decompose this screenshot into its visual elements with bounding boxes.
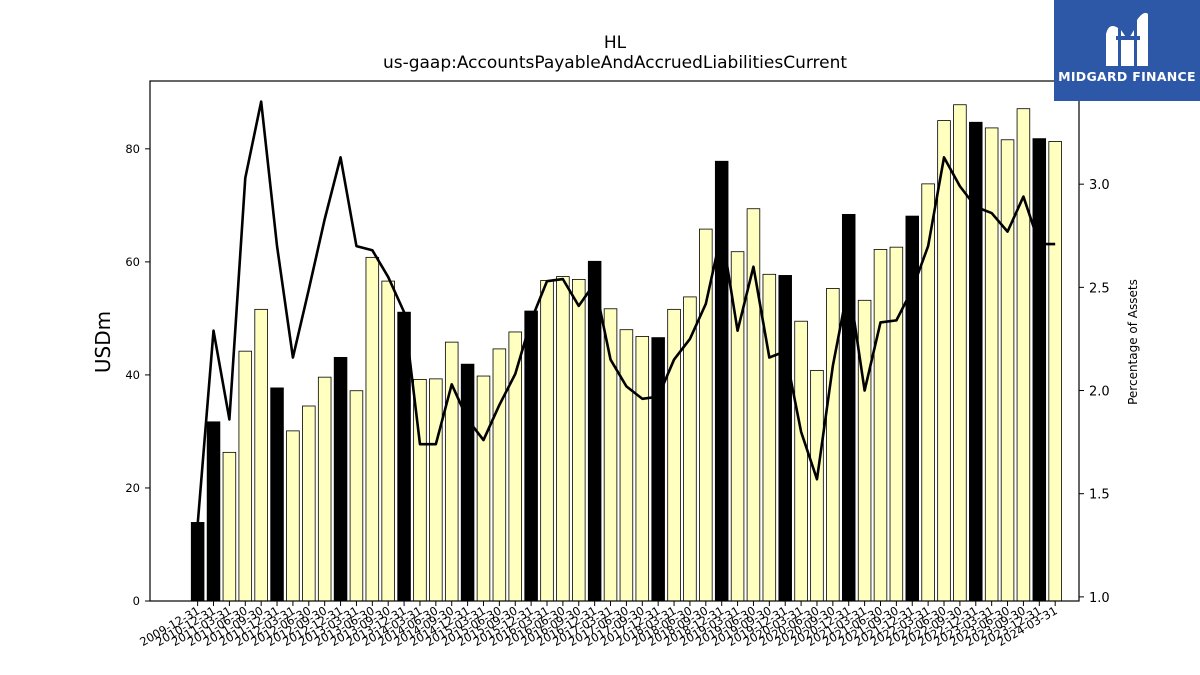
y2-tick-label: 1.0: [1089, 591, 1110, 606]
bar-2022-12-31: [969, 121, 983, 602]
bar-2011-03-31: [222, 451, 237, 602]
y-tick-label: 0: [133, 594, 140, 608]
bar-2016-03-31: [540, 280, 554, 602]
y-tick-label: 40: [125, 368, 140, 382]
bar-2016-06-30: [556, 276, 570, 602]
bar-2012-09-30: [317, 376, 332, 602]
bar-2023-09-30: [1016, 108, 1031, 602]
bar-2016-12-31: [587, 260, 602, 602]
bar-2014-09-30: [444, 341, 459, 602]
bar-2018-06-30: [683, 296, 697, 602]
bar-2023-06-30: [1000, 139, 1015, 602]
bar-2019-09-30: [762, 273, 777, 602]
bar-2013-06-30: [365, 256, 380, 602]
bar-2020-03-31: [794, 320, 808, 602]
bar-2021-03-31: [857, 299, 872, 602]
logo-text: MIDGARD FINANCE: [1058, 69, 1196, 84]
bar-2017-06-30: [619, 329, 634, 602]
chart-subtitle: us-gaap:AccountsPayableAndAccruedLiabili…: [382, 53, 848, 73]
bar-2010-12-31: [206, 421, 221, 602]
bar-2013-03-31: [349, 390, 364, 602]
bar-2018-12-31: [714, 160, 729, 602]
midgard-finance-logo: MIDGARD FINANCE: [1054, 0, 1200, 101]
bar-2009-12-31: [190, 522, 205, 602]
bar-2014-12-31: [460, 363, 475, 602]
bar-2017-03-31: [603, 308, 618, 602]
bar-2015-03-31: [476, 375, 491, 602]
bar-2017-12-31: [651, 337, 665, 602]
bar-2015-06-30: [492, 348, 507, 602]
chart-title: HL: [603, 33, 627, 53]
y-tick-label: 60: [125, 255, 140, 269]
bar-2013-09-30: [381, 280, 395, 602]
bar-2011-06-30: [238, 350, 253, 602]
y-axis-label: USDm: [91, 311, 115, 373]
bar-2012-12-31: [333, 356, 348, 602]
bar-2012-03-31: [286, 430, 300, 602]
y2-tick-label: 2.5: [1089, 281, 1110, 296]
bar-2011-12-31: [270, 387, 284, 602]
bar-2019-12-31: [778, 275, 792, 602]
bar-2011-09-30: [254, 308, 268, 602]
y2-tick-label: 1.5: [1089, 488, 1110, 503]
bar-2017-09-30: [635, 336, 650, 602]
y-tick-label: 20: [125, 481, 140, 495]
bar-2024-03-31: [1048, 141, 1062, 602]
bar-2020-12-31: [841, 213, 856, 602]
bar-2021-09-30: [889, 246, 904, 602]
y2-tick-label: 3.0: [1089, 178, 1110, 193]
midgard-logo-icon: [1106, 12, 1148, 66]
plot-frame: [149, 80, 1080, 602]
bar-2012-06-30: [302, 405, 316, 602]
bar-2023-12-31: [1032, 138, 1047, 602]
bar-2020-06-30: [810, 369, 824, 602]
bar-2023-03-31: [984, 127, 999, 602]
bar-2021-06-30: [873, 249, 888, 602]
bar-2014-06-30: [429, 378, 443, 602]
y2-axis-label: Percentage of Assets: [1126, 279, 1140, 405]
bar-2022-06-30: [937, 120, 951, 602]
bar-2016-09-30: [572, 278, 586, 602]
y-tick-label: 80: [125, 142, 140, 156]
bar-2020-09-30: [826, 288, 840, 602]
bar-2015-12-31: [524, 310, 538, 602]
y2-tick-label: 2.0: [1089, 385, 1110, 400]
pct-assets-line: [196, 100, 1056, 525]
